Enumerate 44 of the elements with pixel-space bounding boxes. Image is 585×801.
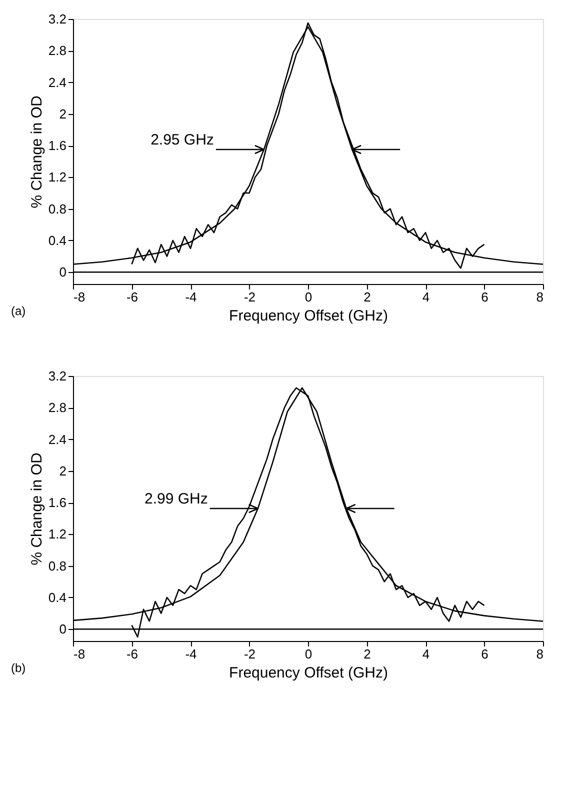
x-tick-label: 4 — [422, 646, 430, 662]
x-tick-label: -2 — [244, 646, 256, 662]
x-tick-label: -4 — [185, 290, 197, 304]
y-tick-label: 0.8 — [48, 558, 66, 574]
x-tick-label: 6 — [481, 646, 488, 662]
x-tick-label: 2 — [364, 646, 371, 662]
x-tick-label: 2 — [364, 290, 371, 304]
y-tick-label: 2.4 — [48, 432, 66, 447]
x-tick-label: -6 — [126, 646, 138, 662]
y-axis-title: % Change in OD — [28, 452, 46, 566]
y-tick-label: 2 — [59, 463, 66, 478]
y-tick-label: 1.6 — [48, 495, 66, 510]
x-tick-label: -2 — [244, 290, 256, 304]
y-tick-label: 2.8 — [48, 400, 66, 416]
text: (a) — [11, 304, 26, 318]
y-tick-label: 3.2 — [48, 12, 66, 26]
y-tick-label: 2.8 — [48, 43, 66, 58]
y-tick-label: 0.4 — [48, 232, 66, 248]
x-tick-label: 8 — [536, 646, 544, 662]
y-tick-label: 2.4 — [48, 74, 66, 90]
x-tick-label: -8 — [74, 290, 86, 304]
y-tick-label: 0 — [59, 264, 66, 280]
x-tick-label: 0 — [304, 646, 312, 662]
y-tick-label: 3.2 — [48, 368, 66, 384]
text: (b) — [11, 661, 26, 675]
x-tick-label: -6 — [126, 290, 138, 304]
annotation: 2.99 GHz — [144, 490, 208, 508]
y-tick-label: 1.2 — [48, 526, 66, 542]
y-tick-label: 0.8 — [48, 201, 66, 216]
x-tick-label: 8 — [536, 290, 544, 304]
y-axis-title: % Change in OD — [28, 96, 46, 208]
y-tick-label: 2 — [59, 106, 66, 122]
x-tick-label: 4 — [422, 290, 430, 304]
y-tick-label: 0.4 — [48, 590, 66, 605]
x-tick-label: 0 — [304, 290, 312, 304]
x-tick-label: -4 — [185, 646, 197, 662]
x-tick-label: -8 — [74, 646, 86, 662]
y-tick-label: 1.2 — [48, 170, 66, 185]
annotation: 2.95 GHz — [150, 132, 214, 149]
x-axis-title: Frequency Offset (GHz) — [229, 664, 388, 682]
x-tick-label: 6 — [481, 290, 488, 304]
y-tick-label: 0 — [59, 622, 66, 637]
x-axis-title: Frequency Offset (GHz) — [229, 308, 388, 324]
y-tick-label: 1.6 — [48, 138, 66, 154]
